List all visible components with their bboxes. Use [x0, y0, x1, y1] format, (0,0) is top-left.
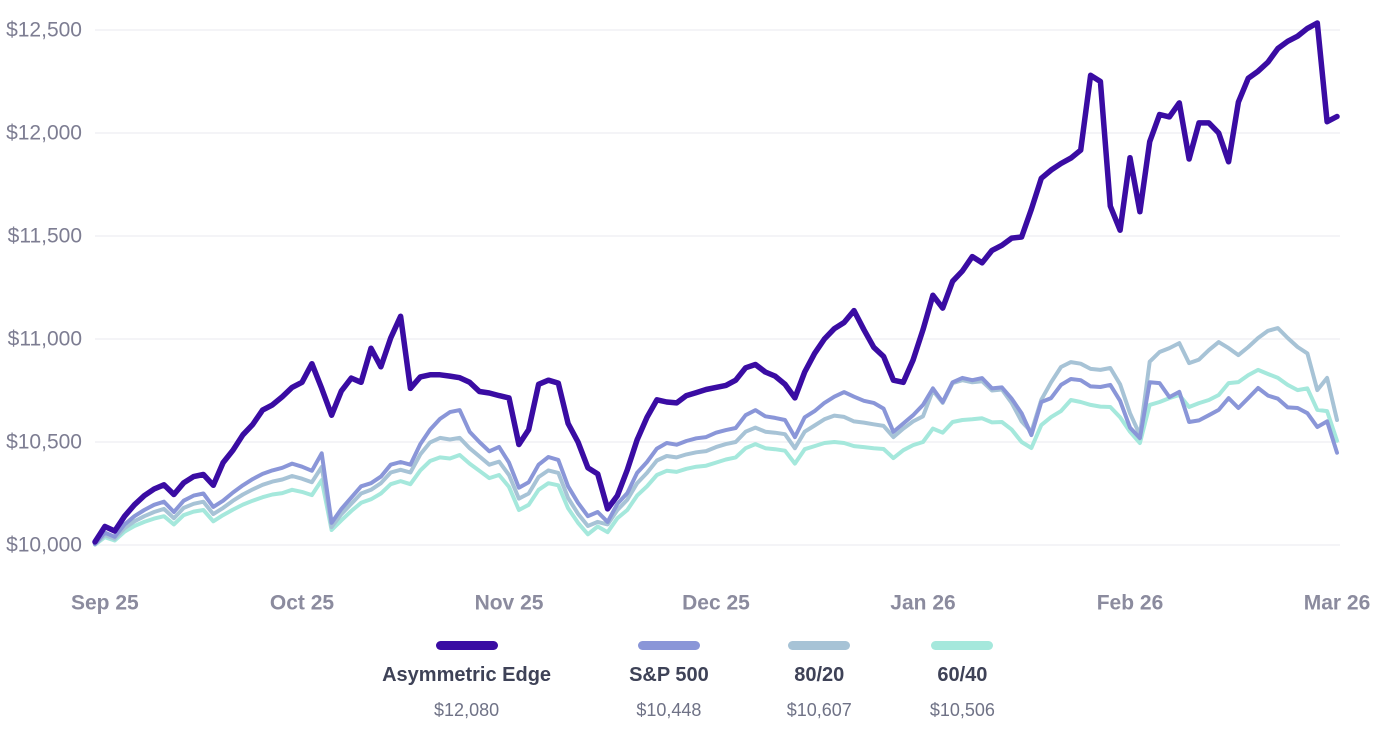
legend-value: $10,448	[636, 700, 702, 720]
60-40-swatch-icon	[931, 641, 994, 650]
x-axis-label: Jan 26	[890, 592, 955, 615]
legend-label: 80/20	[794, 664, 845, 686]
y-axis-label: $12,000	[6, 122, 82, 145]
y-axis-label: $11,500	[8, 225, 82, 248]
x-axis-label: Nov 25	[475, 592, 544, 615]
legend-value: $12,080	[434, 700, 500, 720]
series-line-asymmetric-edge	[92, 20, 1340, 545]
legend-item-60-40[interactable]: 60/40 $10,506	[930, 641, 995, 719]
y-axis-label: $10,000	[6, 534, 82, 557]
y-axis-label: $11,000	[8, 328, 82, 351]
80-20-swatch-icon	[788, 641, 851, 650]
series-line-60-40	[93, 367, 1339, 547]
legend-value: $10,607	[786, 700, 852, 720]
sp500-swatch-icon	[637, 641, 700, 650]
legend-label: S&P 500	[629, 664, 709, 686]
x-axis-label: Dec 25	[682, 592, 750, 615]
legend-item-sp500[interactable]: S&P 500 $10,448	[629, 641, 709, 719]
x-axis-label: Feb 26	[1097, 592, 1164, 615]
legend-item-80-20[interactable]: 80/20 $10,607	[787, 641, 852, 719]
x-axis-label: Oct 25	[270, 592, 335, 615]
legend-value: $10,506	[929, 700, 995, 720]
legend-item-asymmetric-edge[interactable]: Asymmetric Edge $12,080	[382, 641, 551, 719]
x-axis-label: Sep 25	[71, 592, 139, 615]
chart-legend: Asymmetric Edge $12,080 S&P 500 $10,448 …	[0, 641, 1377, 719]
y-axis-label: $12,500	[6, 19, 82, 42]
legend-label: Asymmetric Edge	[382, 664, 552, 686]
legend-label: 60/40	[937, 664, 988, 686]
y-axis-label: $10,500	[6, 431, 82, 454]
series-line-s-p-500	[93, 375, 1339, 546]
asymmetric-edge-swatch-icon	[435, 641, 498, 650]
x-axis-label: Mar 26	[1304, 592, 1371, 615]
series-line-80-20	[93, 326, 1339, 547]
